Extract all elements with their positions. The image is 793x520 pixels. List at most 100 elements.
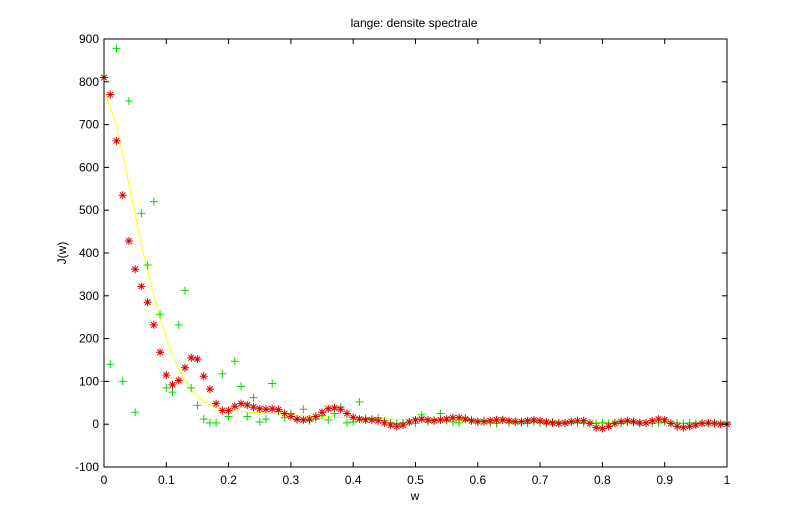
y-tick-label: 400 bbox=[79, 246, 99, 260]
data-point-star bbox=[660, 415, 669, 424]
data-point-plus bbox=[137, 209, 146, 218]
data-point-star bbox=[255, 404, 264, 413]
data-point-plus bbox=[106, 360, 115, 369]
data-point-plus bbox=[118, 377, 127, 386]
y-tick-label: 200 bbox=[79, 332, 99, 346]
data-point-star bbox=[685, 422, 694, 431]
data-point-star bbox=[542, 418, 551, 427]
data-point-star bbox=[448, 413, 457, 422]
data-point-star bbox=[249, 403, 258, 412]
data-point-star bbox=[187, 353, 196, 362]
x-tick-label: 0.5 bbox=[407, 473, 424, 487]
data-point-star bbox=[205, 385, 214, 394]
data-point-star bbox=[268, 404, 277, 413]
data-point-star bbox=[698, 419, 707, 428]
data-point-plus bbox=[355, 397, 364, 406]
data-point-star bbox=[442, 415, 451, 424]
y-tick-label: 100 bbox=[79, 374, 99, 388]
data-point-star bbox=[654, 415, 663, 424]
data-point-plus bbox=[193, 401, 202, 410]
data-point-star bbox=[423, 415, 432, 424]
data-point-star bbox=[486, 416, 495, 425]
data-point-star bbox=[131, 265, 140, 274]
data-point-star bbox=[218, 406, 227, 415]
data-point-plus bbox=[237, 382, 246, 391]
data-point-plus bbox=[187, 383, 196, 392]
data-point-star bbox=[274, 405, 283, 414]
y-tick-label: 500 bbox=[79, 203, 99, 217]
data-point-star bbox=[386, 421, 395, 430]
data-point-star bbox=[305, 415, 314, 424]
data-point-star bbox=[617, 417, 626, 426]
y-tick-label: 300 bbox=[79, 289, 99, 303]
data-point-star bbox=[411, 415, 420, 424]
data-point-star bbox=[716, 420, 725, 429]
data-point-star bbox=[380, 418, 389, 427]
data-point-star bbox=[604, 422, 613, 431]
data-point-plus bbox=[299, 405, 308, 414]
data-point-plus bbox=[131, 408, 140, 417]
data-point-star bbox=[455, 413, 464, 422]
data-point-star bbox=[286, 412, 295, 421]
data-point-star bbox=[355, 415, 364, 424]
data-point-star bbox=[417, 415, 426, 424]
data-point-star bbox=[579, 416, 588, 425]
data-point-star bbox=[230, 402, 239, 411]
data-point-star bbox=[374, 416, 383, 425]
data-point-star bbox=[399, 421, 408, 430]
data-point-plus bbox=[230, 357, 239, 366]
data-point-star bbox=[436, 415, 445, 424]
data-point-star bbox=[199, 372, 208, 381]
data-point-star bbox=[648, 416, 657, 425]
data-point-star bbox=[598, 424, 607, 433]
data-point-plus bbox=[212, 418, 221, 427]
data-marks bbox=[100, 44, 731, 433]
data-point-star bbox=[212, 399, 221, 408]
data-point-star bbox=[224, 406, 233, 415]
data-point-star bbox=[106, 90, 115, 99]
data-point-star bbox=[237, 399, 246, 408]
data-point-plus bbox=[112, 44, 121, 53]
data-point-plus bbox=[180, 286, 189, 295]
data-point-plus bbox=[249, 393, 258, 402]
data-point-star bbox=[554, 419, 563, 428]
data-point-star bbox=[324, 404, 333, 413]
data-point-plus bbox=[342, 418, 351, 427]
data-point-star bbox=[299, 415, 308, 424]
x-tick-label: 1 bbox=[724, 473, 731, 487]
data-point-star bbox=[311, 412, 320, 421]
y-axis-label: J(w) bbox=[55, 242, 69, 265]
data-point-star bbox=[349, 413, 358, 422]
data-point-star bbox=[361, 415, 370, 424]
data-point-star bbox=[149, 320, 158, 329]
data-point-plus bbox=[156, 310, 165, 319]
data-point-star bbox=[124, 237, 133, 246]
chart-title: lange: densite spectrale bbox=[351, 16, 478, 30]
data-point-star bbox=[461, 415, 470, 424]
data-point-star bbox=[118, 191, 127, 200]
data-point-star bbox=[666, 419, 675, 428]
data-point-star bbox=[168, 380, 177, 389]
data-point-plus bbox=[174, 320, 183, 329]
data-point-star bbox=[336, 405, 345, 414]
data-point-plus bbox=[268, 379, 277, 388]
data-point-plus bbox=[199, 415, 208, 424]
data-point-star bbox=[473, 417, 482, 426]
data-point-star bbox=[243, 400, 252, 409]
x-tick-label: 0.6 bbox=[469, 473, 486, 487]
data-point-plus bbox=[168, 388, 177, 397]
data-point-plus bbox=[218, 369, 227, 378]
data-point-star bbox=[679, 423, 688, 432]
data-point-star bbox=[561, 418, 570, 427]
axes: 0 0.1 0.2 0.3 0.4 0.5 0.6 0.7 0.8 0.9 1-1000100200… bbox=[75, 32, 731, 487]
x-tick-label: 0.4 bbox=[345, 473, 362, 487]
y-tick-label: 800 bbox=[79, 75, 99, 89]
data-point-star bbox=[430, 416, 439, 425]
data-point-star bbox=[592, 423, 601, 432]
data-point-plus bbox=[243, 412, 252, 421]
data-point-star bbox=[504, 416, 513, 425]
data-point-plus bbox=[255, 418, 264, 427]
x-tick-label: 0.9 bbox=[656, 473, 673, 487]
data-point-star bbox=[156, 348, 165, 357]
data-point-star bbox=[318, 408, 327, 417]
